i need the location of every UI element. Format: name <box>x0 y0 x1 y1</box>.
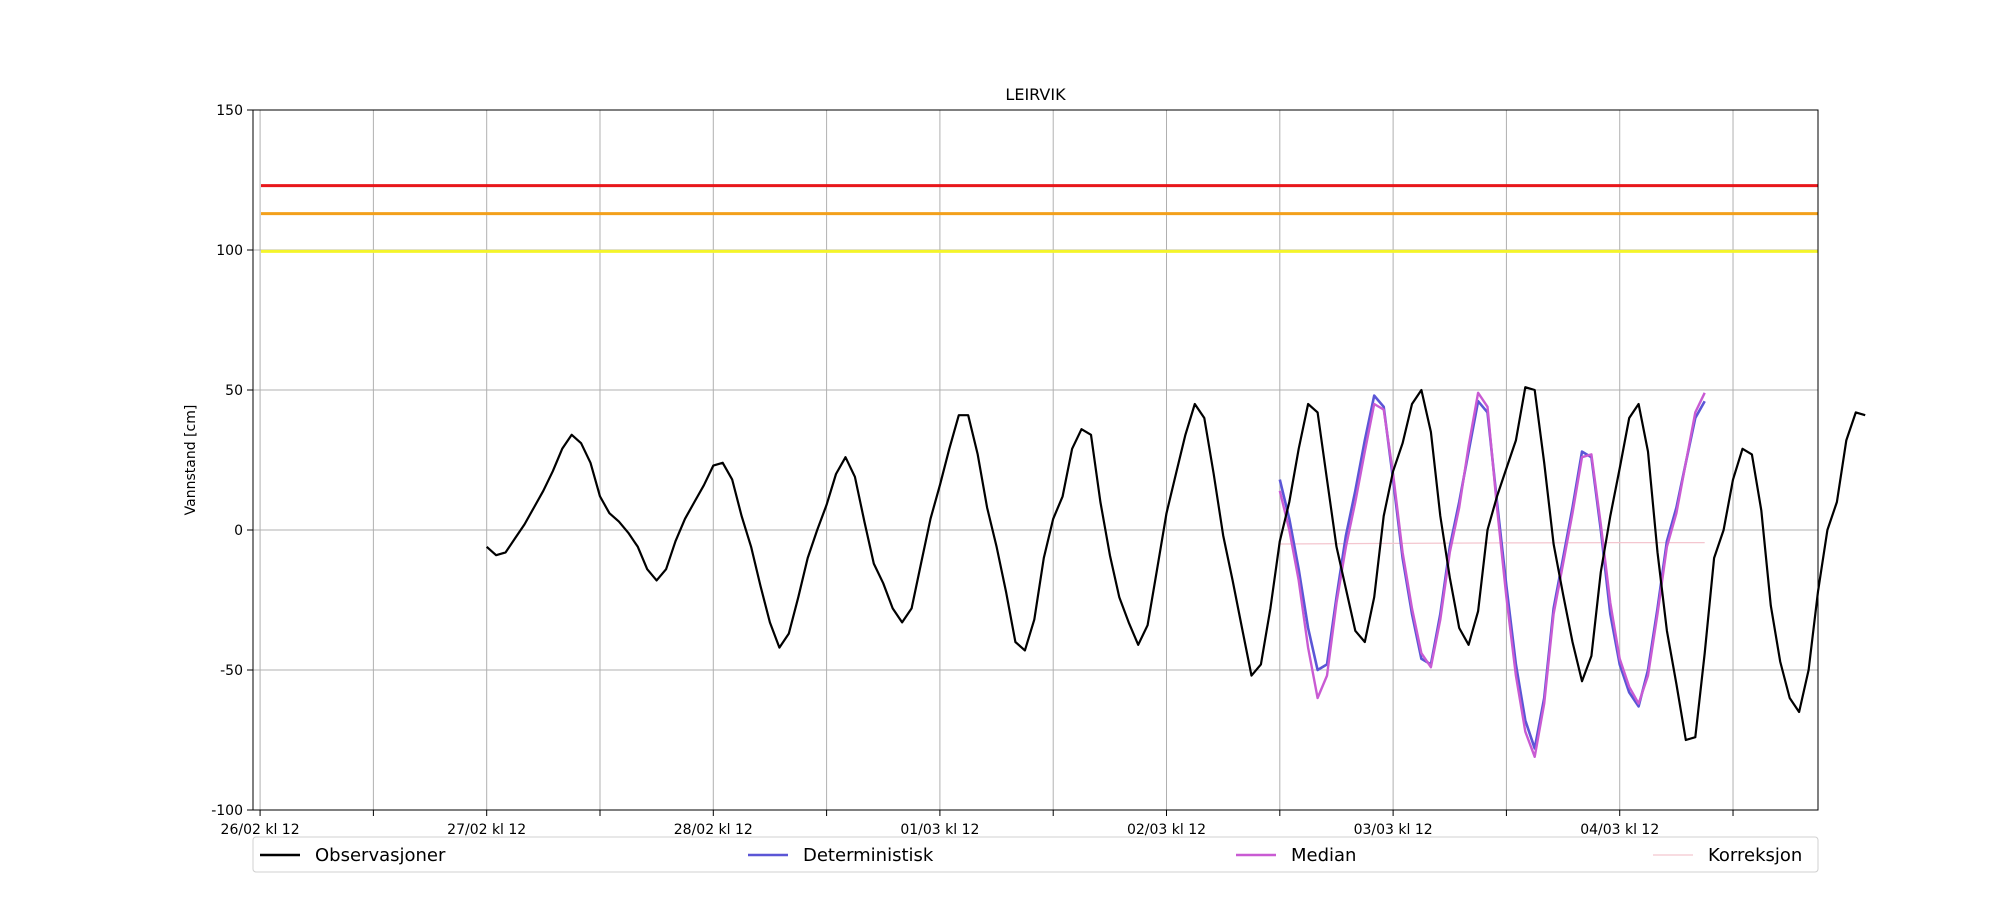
threshold-lines <box>261 184 1818 253</box>
legend-label: Observasjoner <box>315 845 446 866</box>
y-tick-label: -50 <box>220 663 243 679</box>
y-tick-label: -100 <box>211 803 243 819</box>
x-tick-label: 28/02 kl 12 <box>674 822 753 838</box>
legend: Observasjoner Deterministisk Median Korreks… <box>252 836 1819 873</box>
legend-box <box>252 836 1819 873</box>
plot-frame <box>252 109 1819 811</box>
x-tick-label: 26/02 kl 12 <box>221 822 300 838</box>
series-lines <box>485 386 1866 758</box>
x-tick-label: 04/03 kl 12 <box>1580 822 1659 838</box>
x-axis: 26/02 kl 12 27/02 kl 12 28/02 kl 12 01/03 k… <box>221 810 1734 838</box>
legend-label: Korreksjon <box>1708 845 1802 866</box>
y-tick-label: 50 <box>225 383 243 399</box>
y-axis: -100 -50 0 50 100 150 <box>211 103 253 819</box>
chart-title: LEIRVIK <box>1005 85 1066 104</box>
legend-label: Deterministisk <box>803 845 934 866</box>
y-axis-label: Vannstand [cm] <box>183 405 199 516</box>
series-line-korreksjon <box>1279 542 1705 545</box>
series-line-median <box>1278 391 1706 758</box>
y-tick-label: 150 <box>216 103 243 119</box>
y-tick-label: 0 <box>234 523 243 539</box>
series-line-observasjoner <box>485 386 1866 742</box>
y-tick-label: 100 <box>216 243 243 259</box>
x-tick-label: 02/03 kl 12 <box>1127 822 1206 838</box>
x-tick-label: 01/03 kl 12 <box>900 822 979 838</box>
x-tick-label: 27/02 kl 12 <box>447 822 526 838</box>
legend-label: Median <box>1291 845 1356 866</box>
x-tick-label: 03/03 kl 12 <box>1354 822 1433 838</box>
